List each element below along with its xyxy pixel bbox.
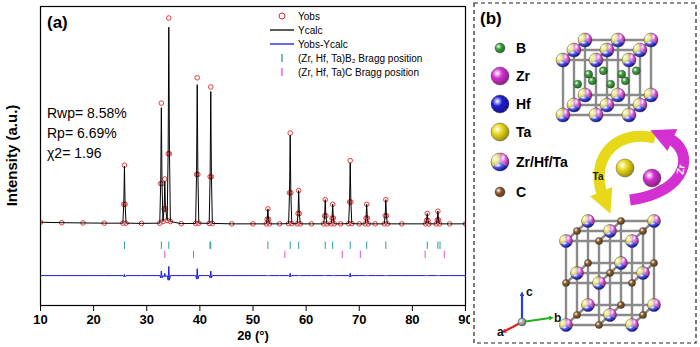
svg-text:(a): (a) [47,13,68,32]
svg-text:χ2= 1.96: χ2= 1.96 [47,145,102,161]
svg-text:Zr: Zr [674,163,687,175]
svg-text:2θ (°): 2θ (°) [237,328,269,343]
svg-text:Intensity (a.u.): Intensity (a.u.) [3,105,20,207]
svg-text:90: 90 [458,312,470,327]
svg-text:(b): (b) [480,9,502,28]
svg-text:60: 60 [299,312,313,327]
svg-text:Ta: Ta [593,171,604,182]
svg-text:c: c [526,285,533,299]
svg-text:(Zr, Hf, Ta)B₂ Bragg position: (Zr, Hf, Ta)B₂ Bragg position [298,53,422,64]
svg-text:40: 40 [193,312,207,327]
svg-text:b: b [554,311,561,325]
svg-text:Hf: Hf [516,96,531,112]
svg-text:C: C [516,184,526,200]
svg-text:10: 10 [33,312,47,327]
svg-text:Zr: Zr [516,68,531,84]
svg-text:Ta: Ta [516,124,532,140]
svg-text:Ycalc: Ycalc [298,25,322,36]
svg-text:50: 50 [246,312,260,327]
svg-text:Zr/Hf/Ta: Zr/Hf/Ta [516,154,568,170]
svg-text:B: B [516,40,526,56]
svg-text:(Zr, Hf, Ta)C Bragg position: (Zr, Hf, Ta)C Bragg position [298,67,419,78]
svg-text:30: 30 [140,312,154,327]
svg-text:80: 80 [405,312,419,327]
svg-text:Yobs: Yobs [298,11,320,22]
svg-text:70: 70 [352,312,366,327]
svg-text:Rp= 6.69%: Rp= 6.69% [47,125,117,141]
svg-text:Rwp= 8.58%: Rwp= 8.58% [47,105,127,121]
svg-text:Yobs-Ycalc: Yobs-Ycalc [298,39,348,50]
svg-text:20: 20 [86,312,100,327]
svg-text:a: a [497,325,504,339]
